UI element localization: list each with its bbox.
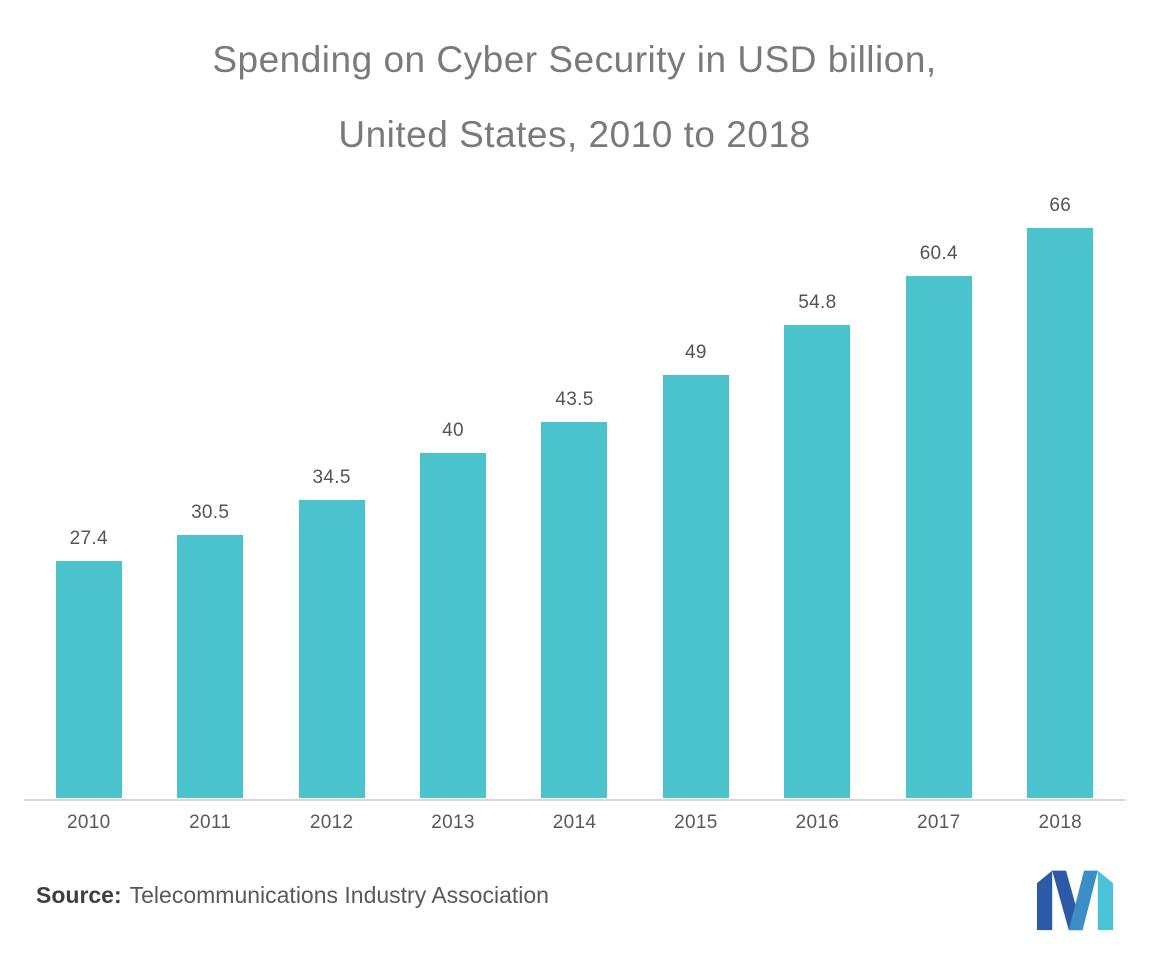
bar-value-label-2012: 34.5	[312, 467, 351, 488]
bar-2013	[420, 453, 487, 798]
bar-group-2013: 40	[392, 420, 513, 798]
x-axis-tick-labels: 2010 2011 2012 2013 2014 2015 2016 2017 2018	[28, 812, 1121, 834]
bar-value-label-2016: 54.8	[798, 292, 837, 313]
bar-value-label-2013: 40	[442, 420, 464, 441]
source-text: Telecommunications Industry Association	[129, 882, 549, 908]
bar-group-2014: 43.5	[514, 389, 635, 798]
bar-2011	[177, 535, 244, 798]
source-note: Source: Telecommunications Industry Assoc…	[36, 882, 549, 909]
brand-m-logo-icon	[1037, 870, 1113, 931]
bar-2014	[541, 422, 608, 798]
x-tick-label-2017: 2017	[917, 812, 961, 833]
bar-group-2015: 49	[635, 342, 756, 798]
bar-group-2012: 34.5	[271, 467, 392, 798]
chart-title: Spending on Cyber Security in USD billio…	[0, 22, 1149, 172]
bar-value-label-2015: 49	[685, 342, 707, 363]
chart-title-line-1: Spending on Cyber Security in USD billio…	[212, 39, 937, 80]
x-tick-label-2013: 2013	[431, 812, 475, 833]
bar-group-2011: 30.5	[149, 502, 270, 798]
bar-group-2018: 66	[1000, 195, 1121, 798]
bar-value-label-2017: 60.4	[919, 243, 958, 264]
bar-2012	[298, 500, 365, 798]
bar-value-label-2010: 27.4	[69, 528, 108, 549]
bar-2018	[1027, 228, 1094, 798]
x-tick-label-2010: 2010	[66, 812, 111, 833]
x-tick-label-2011: 2011	[189, 812, 232, 833]
x-tick-label-2012: 2012	[309, 812, 354, 833]
x-tick-label-2016: 2016	[795, 812, 840, 833]
x-tick-label-2015: 2015	[674, 812, 718, 833]
bar-2017	[905, 276, 972, 798]
bar-group-2016: 54.8	[757, 292, 878, 798]
x-axis-line	[24, 799, 1125, 801]
bar-value-label-2014: 43.5	[555, 389, 594, 410]
bar-chart-plot-area: 27.4 30.5 34.5 40 43.5 49 54.8 60.4 66	[28, 170, 1121, 798]
chart-title-line-2: United States, 2010 to 2018	[338, 114, 811, 155]
bar-2010	[55, 561, 122, 798]
bar-2015	[662, 375, 729, 798]
bar-value-label-2018: 66	[1049, 195, 1072, 216]
bar-group-2017: 60.4	[878, 243, 999, 798]
bar-value-label-2011: 30.5	[191, 502, 230, 523]
x-tick-label-2018: 2018	[1038, 812, 1082, 833]
bar-2016	[784, 325, 851, 798]
source-label: Source:	[36, 882, 122, 908]
bar-group-2010: 27.4	[28, 528, 149, 798]
x-tick-label-2014: 2014	[552, 812, 597, 833]
